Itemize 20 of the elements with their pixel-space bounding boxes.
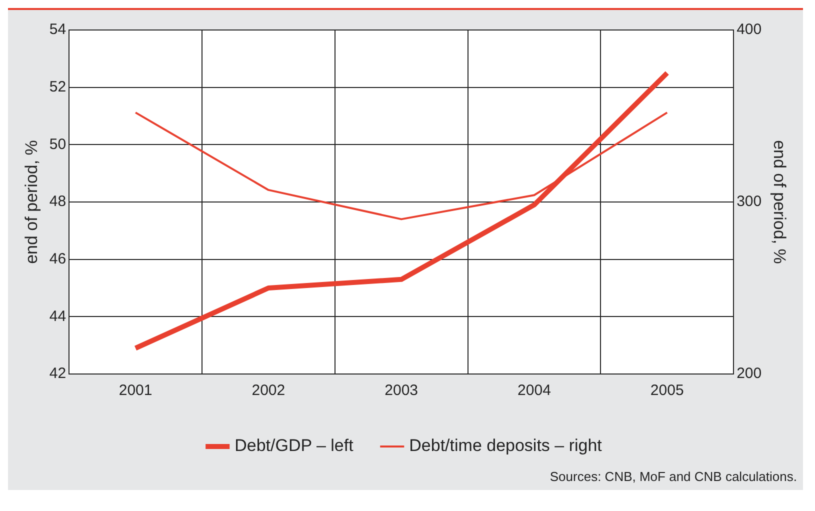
source-note: Sources: CNB, MoF and CNB calculations. (548, 468, 798, 486)
y2-tick-label: 200 (736, 365, 762, 382)
y-tick-label: 52 (49, 78, 66, 96)
x-tick-label: 2005 (650, 382, 684, 400)
x-tick-label: 2003 (384, 382, 418, 400)
y-tick-label: 48 (49, 193, 66, 210)
y-tick-label: 44 (49, 308, 66, 325)
y2-tick-label: 300 (736, 193, 762, 210)
x-tick-label: 2001 (118, 382, 152, 400)
y2-axis-title: end of period, % (770, 140, 790, 264)
y-tick-label: 54 (49, 21, 66, 38)
y-tick-label: 42 (49, 365, 66, 382)
x-tick-label: 2002 (252, 382, 286, 400)
y-tick-label: 50 (49, 136, 66, 153)
y-tick-label: 46 (49, 250, 66, 268)
y-axis-title: end of period, % (22, 140, 41, 264)
legend-label: Debt/time deposits – right (409, 436, 602, 456)
y2-tick-label: 400 (736, 21, 762, 38)
x-tick-label: 2004 (518, 382, 551, 400)
legend-label: Debt/GDP – left (234, 436, 354, 456)
